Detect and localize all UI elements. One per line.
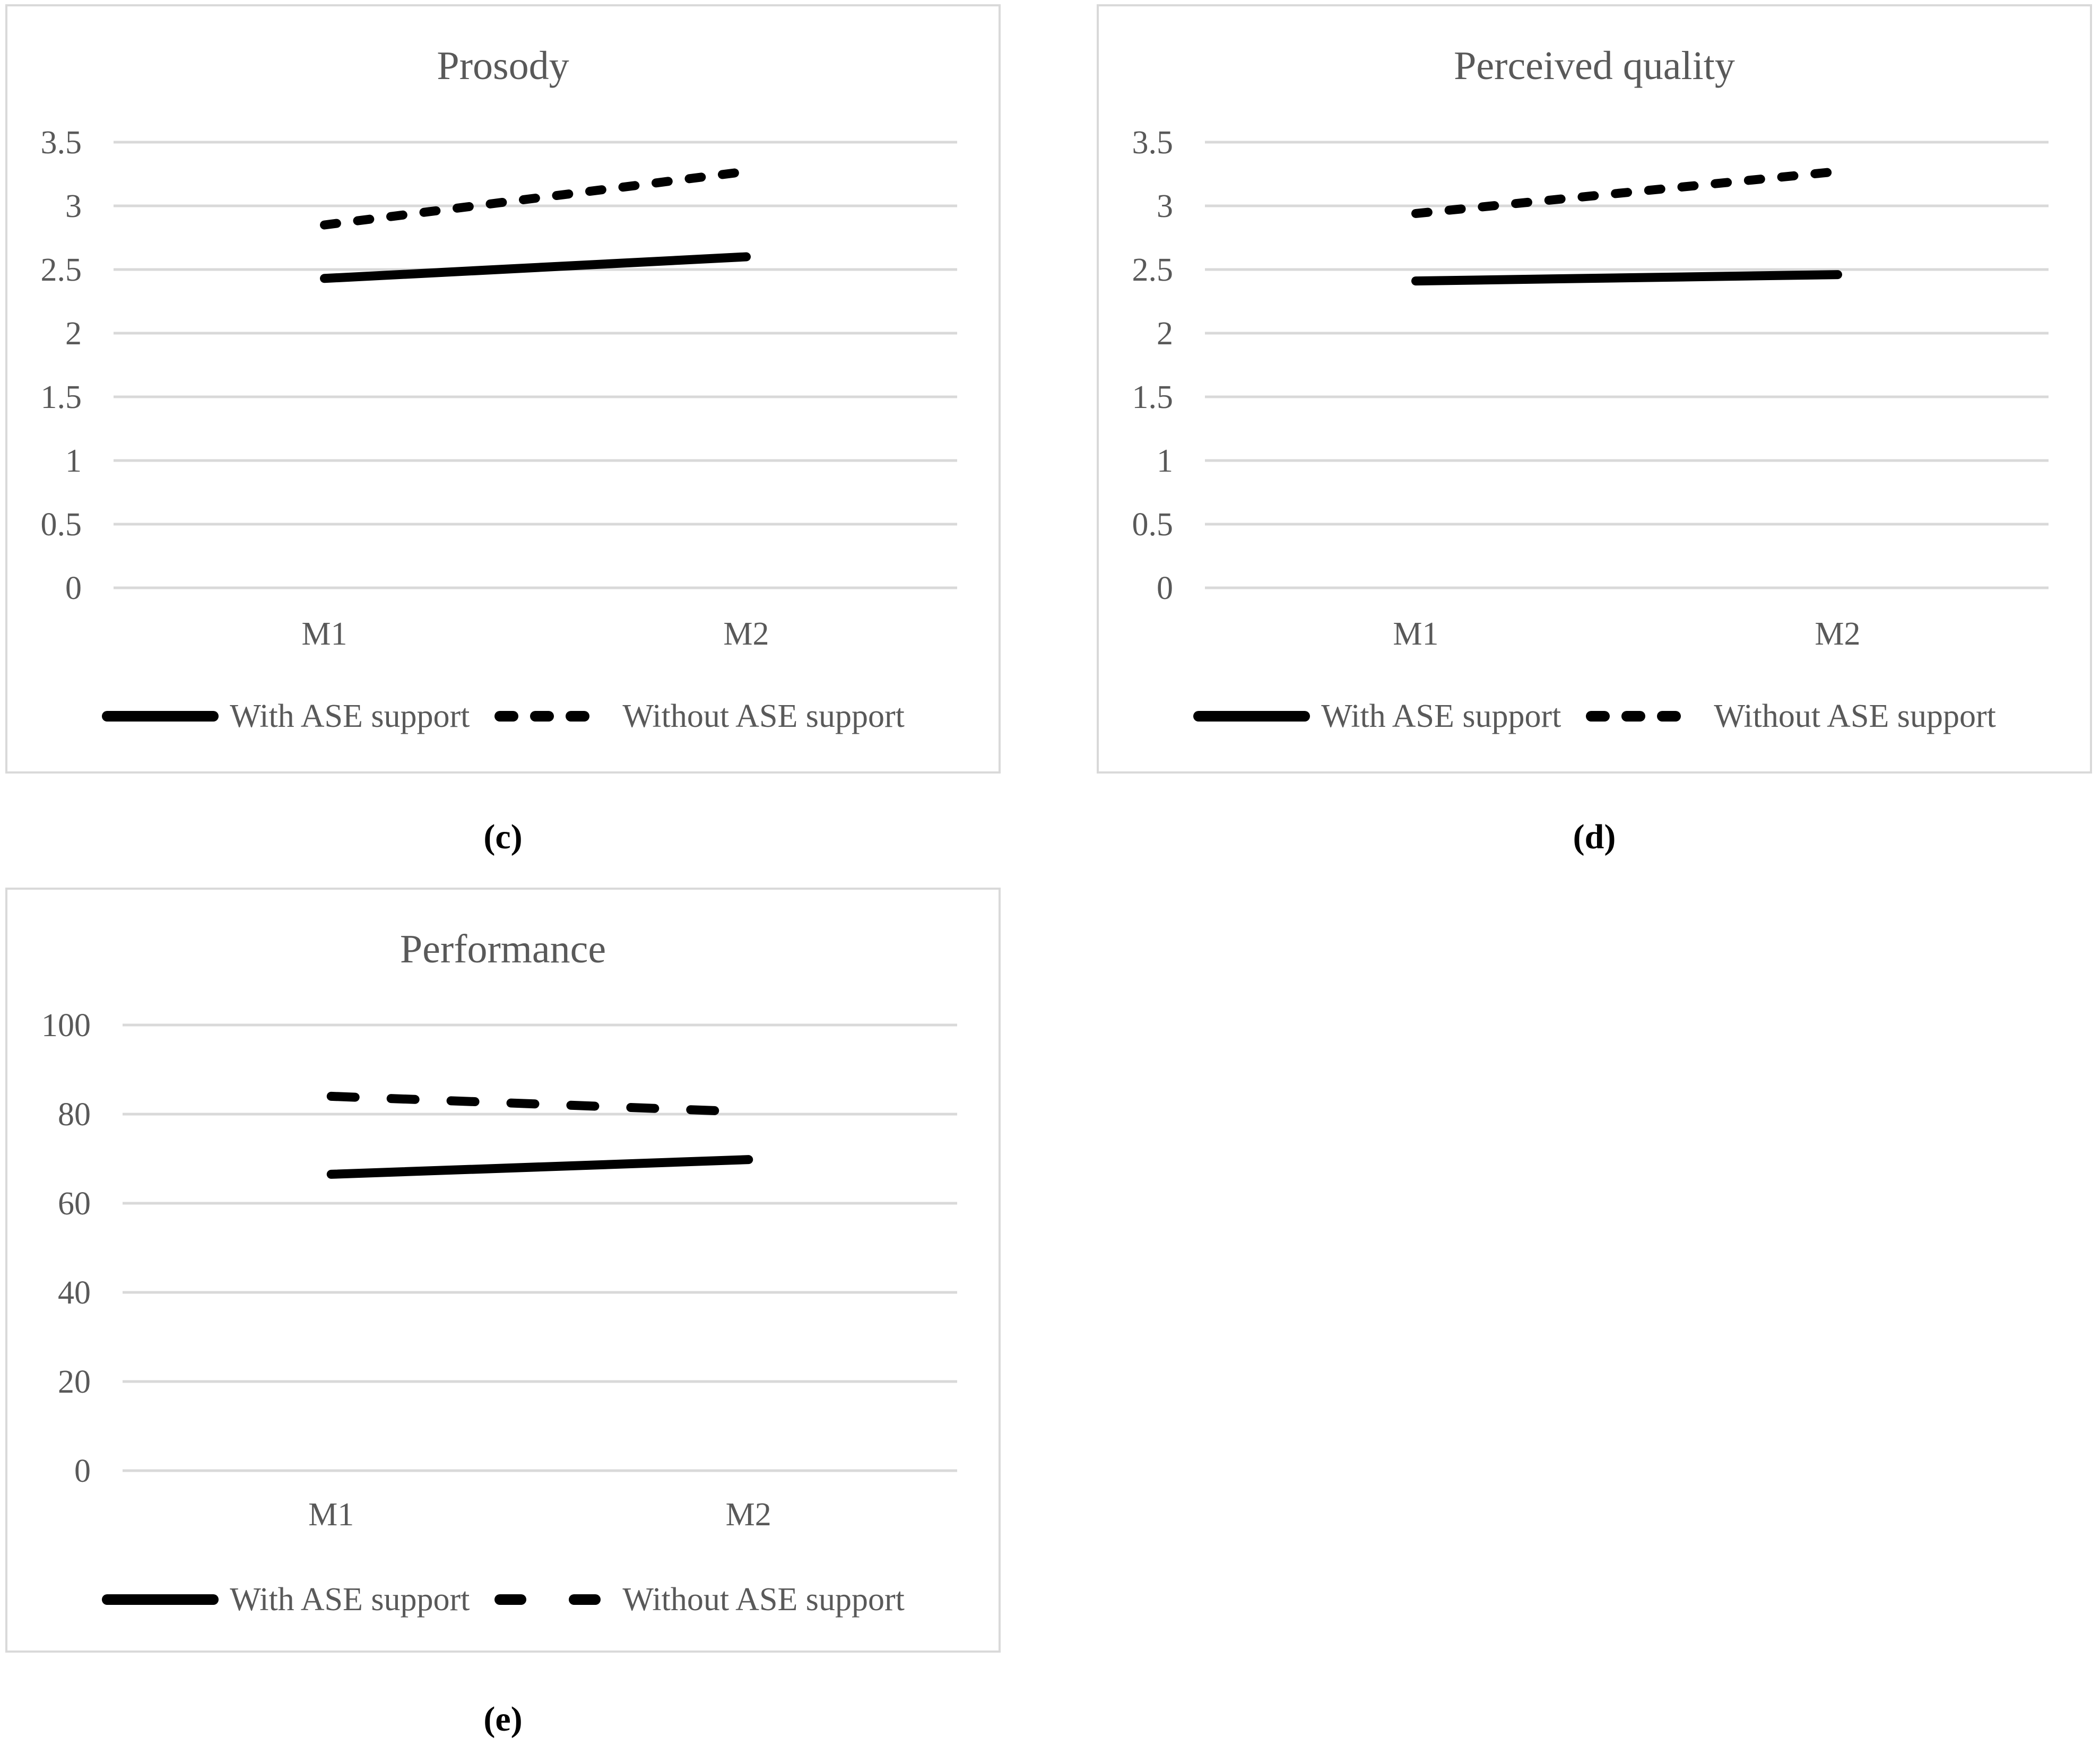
solid-line-swatch-icon [102, 711, 219, 722]
svg-text:3.5: 3.5 [41, 125, 82, 161]
svg-text:3: 3 [65, 188, 82, 224]
legend-label: With ASE support [1321, 698, 1561, 734]
svg-text:2: 2 [65, 316, 82, 352]
svg-text:3.5: 3.5 [1132, 125, 1174, 161]
chart-title-perceived-quality: Perceived quality [1454, 44, 1735, 88]
solid-line-swatch-icon [102, 1594, 219, 1605]
svg-text:0.5: 0.5 [1132, 507, 1174, 543]
caption-c: (c) [483, 818, 523, 856]
performance-legend: With ASE support Without ASE support [7, 1573, 999, 1626]
svg-text:100: 100 [41, 1007, 91, 1044]
svg-text:0: 0 [74, 1453, 91, 1489]
legend-label: Without ASE support [622, 1581, 905, 1618]
legend-item-with-ase: With ASE support [101, 1581, 470, 1619]
svg-text:3: 3 [1157, 188, 1173, 224]
svg-text:M2: M2 [723, 616, 769, 652]
solid-line-swatch-icon [1193, 711, 1311, 722]
svg-text:80: 80 [58, 1097, 91, 1133]
svg-text:2.5: 2.5 [1132, 252, 1174, 288]
svg-text:M1: M1 [308, 1497, 354, 1533]
legend-item-without-ase: Without ASE support [1585, 698, 1996, 735]
legend-label: Without ASE support [1714, 698, 1996, 734]
perceived-quality-legend: With ASE support Without ASE support [1099, 690, 2090, 743]
legend-item-with-ase: With ASE support [101, 698, 470, 735]
svg-text:1: 1 [1157, 443, 1173, 479]
chart-title-prosody: Prosody [437, 44, 569, 88]
legend-item-without-ase: Without ASE support [494, 698, 905, 735]
legend-label: With ASE support [230, 698, 470, 734]
dashed-line-swatch-icon [494, 711, 612, 722]
svg-text:M2: M2 [1815, 616, 1860, 652]
perceived-quality-plot-area: 3.5 3 2.5 2 1.5 1 0.5 0 M1 M2 [1132, 125, 2049, 652]
svg-text:0: 0 [1157, 570, 1173, 606]
svg-text:M1: M1 [1393, 616, 1438, 652]
chart-title-performance: Performance [400, 927, 606, 971]
caption-d: (d) [1573, 818, 1616, 856]
svg-text:1: 1 [65, 443, 82, 479]
legend-item-without-ase: Without ASE support [494, 1581, 905, 1619]
svg-text:1.5: 1.5 [41, 379, 82, 415]
svg-text:20: 20 [58, 1364, 91, 1400]
chart-panel-prosody: Prosody 3.5 3 2.5 2 1.5 1 0.5 0 M1 M2 With ASE su… [5, 4, 1001, 774]
prosody-legend: With ASE support Without ASE support [7, 690, 999, 743]
performance-plot-area: 100 80 60 40 20 0 M1 M2 [41, 1007, 957, 1533]
chart-panel-performance: Performance 100 80 60 40 20 0 M1 M2 With ASE su… [5, 888, 1001, 1653]
dashed-line-swatch-icon [494, 1594, 612, 1605]
svg-text:0: 0 [65, 570, 82, 606]
legend-item-with-ase: With ASE support [1193, 698, 1561, 735]
caption-e: (e) [483, 1700, 523, 1739]
svg-text:2.5: 2.5 [41, 252, 82, 288]
svg-text:1.5: 1.5 [1132, 379, 1174, 415]
svg-text:M1: M1 [301, 616, 347, 652]
svg-text:40: 40 [58, 1275, 91, 1311]
svg-text:60: 60 [58, 1186, 91, 1222]
chart-panel-perceived-quality: Perceived quality 3.5 3 2.5 2 1.5 1 0.5 0 M1 M2 W… [1097, 4, 2092, 774]
svg-text:2: 2 [1157, 316, 1173, 352]
prosody-plot-area: 3.5 3 2.5 2 1.5 1 0.5 0 M1 M2 [41, 125, 957, 652]
legend-label: Without ASE support [622, 698, 905, 734]
dashed-line-swatch-icon [1586, 711, 1703, 722]
svg-text:M2: M2 [726, 1497, 771, 1533]
svg-text:0.5: 0.5 [41, 507, 82, 543]
legend-label: With ASE support [230, 1581, 470, 1618]
